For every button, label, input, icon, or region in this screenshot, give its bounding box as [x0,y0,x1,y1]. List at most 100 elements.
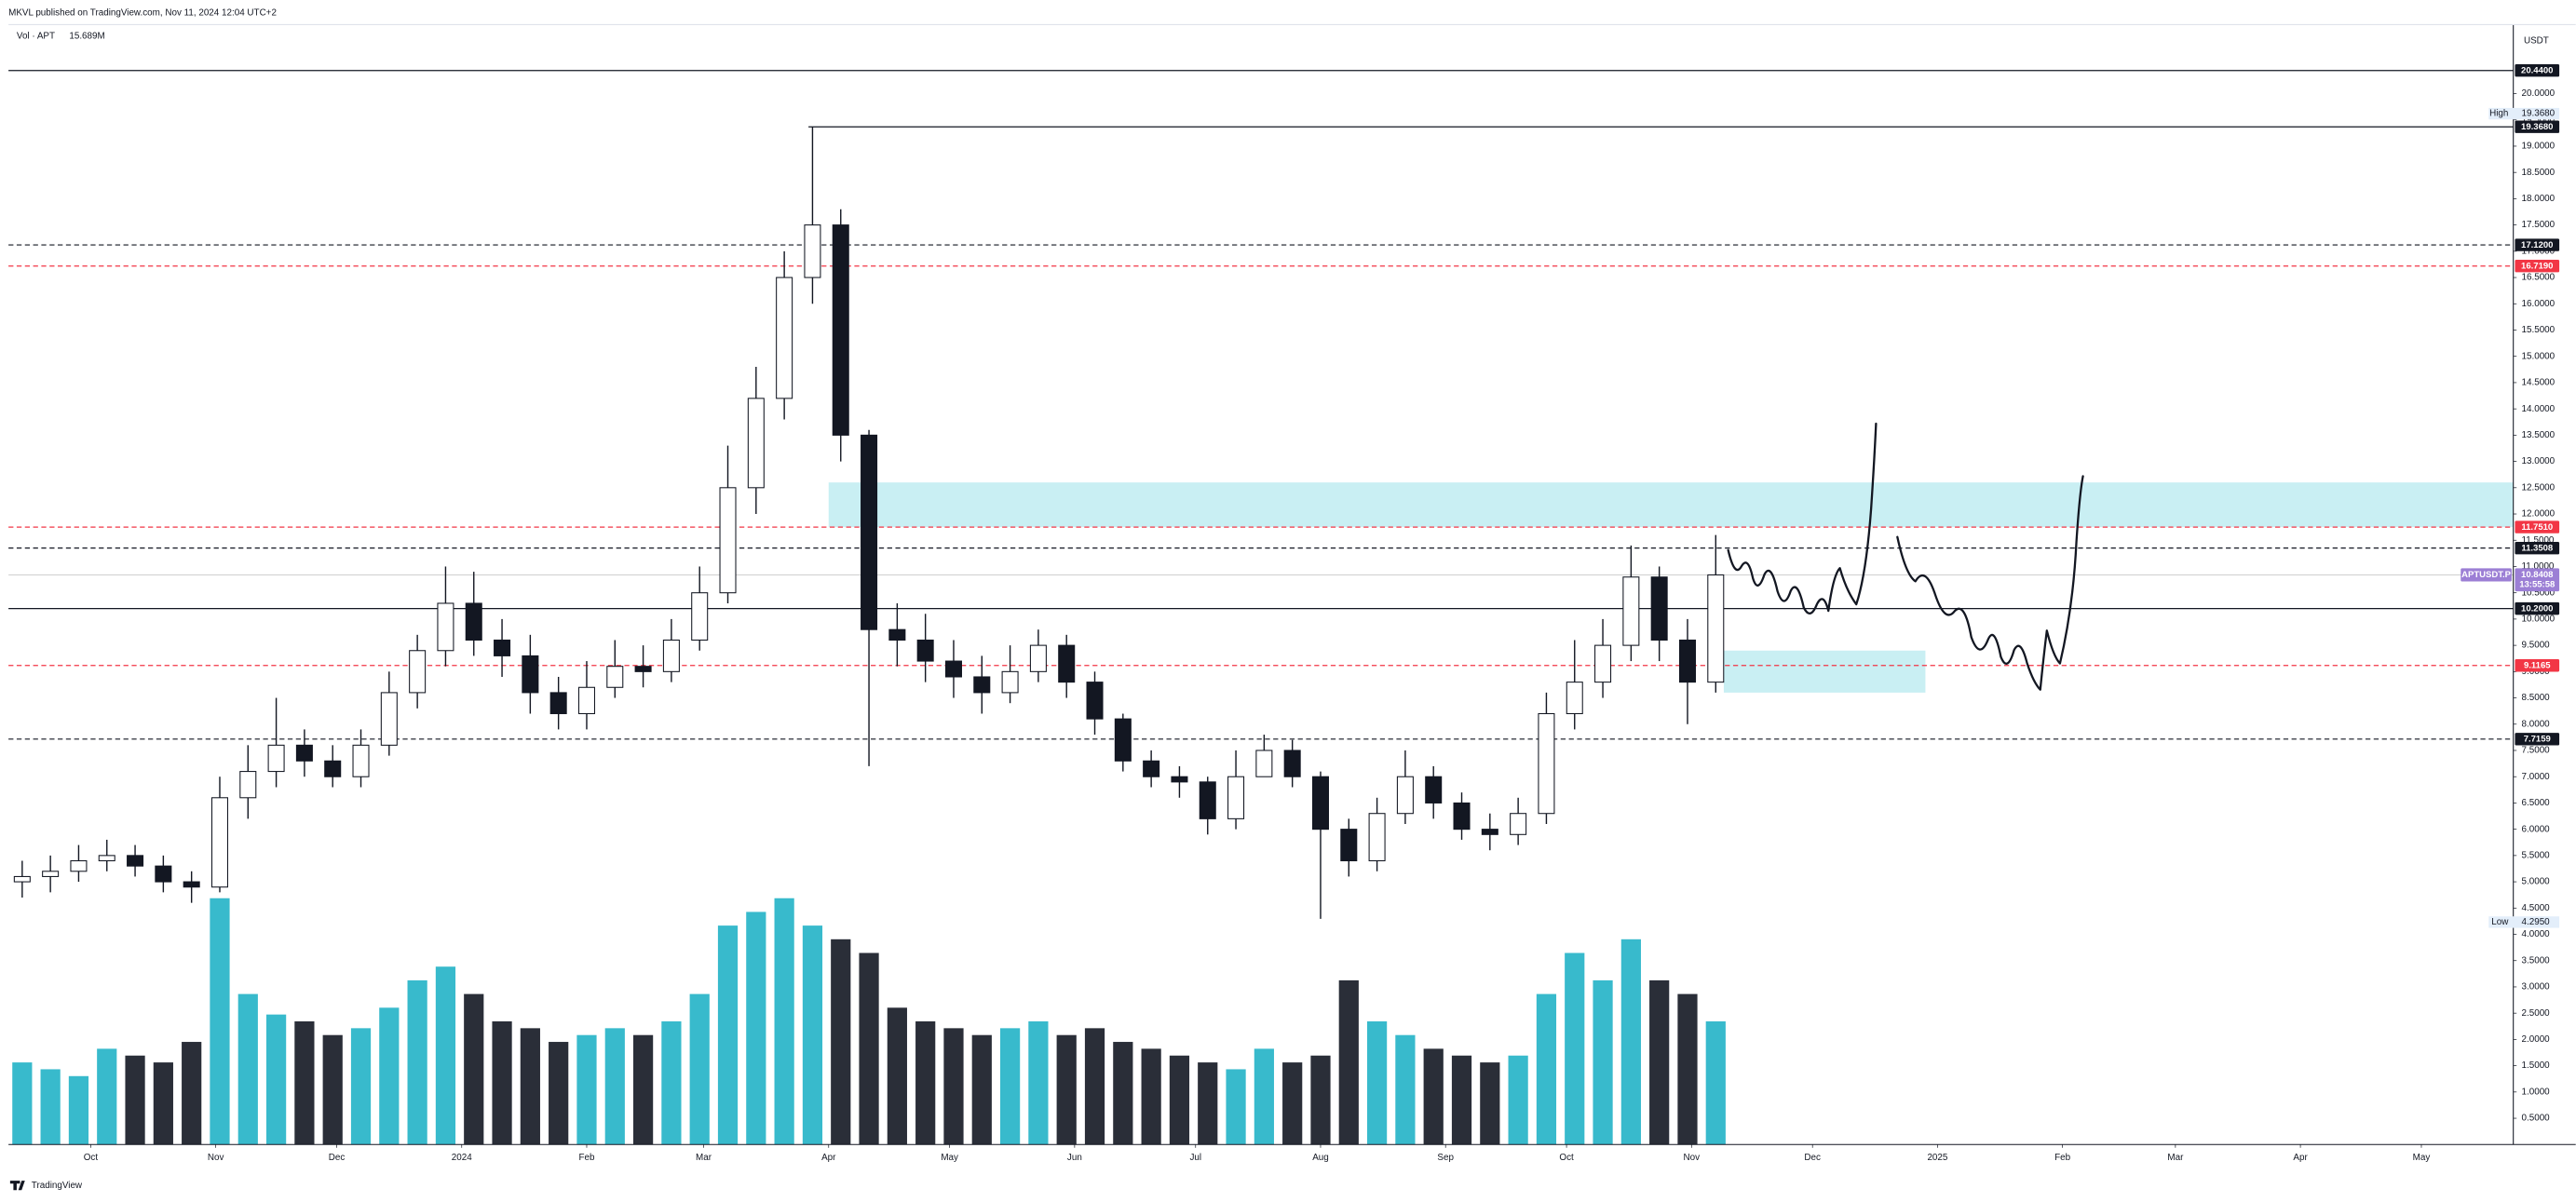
volume-bar [492,1020,512,1145]
volume-bar [1366,1020,1388,1145]
candle-body [1707,574,1725,683]
candle-body [409,650,427,694]
marker-badge [2488,107,2560,120]
volume-bar [350,1028,372,1145]
time-axis: Oct Nov Dec 2024 Feb Mar Apr May Jun Jul Aug Sep Oct… [84,1144,2430,1163]
y-tick-label: 18.0000 [2522,194,2556,204]
candle-body [1340,829,1358,862]
y-tick-label: 11.5000 [2522,535,2555,546]
x-tick-label: Apr [821,1153,836,1163]
volume-bar [1649,979,1670,1145]
x-tick-label: Oct [84,1153,99,1163]
candle-body [1171,776,1188,783]
levels [8,70,2514,740]
volume-bar [153,1062,173,1145]
volume-bar [322,1034,343,1145]
candle-body [13,875,31,883]
y-tick-label: 5.0000 [2522,877,2551,887]
volume-bar [1282,1062,1303,1145]
volume-bar [12,1062,33,1145]
y-tick-label: 17.5000 [2522,220,2556,230]
countdown-label: 13:55:58 [2519,580,2555,590]
candle-body [944,660,962,678]
candle-body [1311,776,1329,831]
volume-bar [125,1055,145,1145]
level-label: 11.3508 [2521,544,2553,554]
x-tick-label: 2025 [1927,1153,1947,1163]
level-badge [2515,659,2560,672]
level-badge [2515,63,2560,77]
volume-bar [1536,993,1557,1145]
candle-body [888,628,906,642]
volume-bar [1423,1048,1444,1145]
marker-value: 4.2950 [2522,917,2551,927]
candle-body [662,639,680,672]
y-tick-label: 14.5000 [2522,378,2556,388]
volume-bar [831,939,851,1145]
volume-bar [717,925,739,1145]
y-tick-label: 2.5000 [2522,1008,2551,1019]
volume-bar [1169,1055,1190,1145]
candle-body [1538,712,1555,815]
y-tick-label: 12.0000 [2522,509,2556,520]
x-tick-label: Nov [1684,1153,1701,1163]
volume-bar [943,1028,964,1145]
volume-pane [12,898,1726,1145]
candle-body [98,855,115,862]
candle-body [747,398,765,489]
marker-badge [2488,916,2560,928]
candle-body [1001,670,1019,694]
marker-name: Low [2491,917,2509,927]
last-price-badge [2515,568,2560,592]
candle-body [1255,750,1273,777]
level-badge [2515,520,2560,533]
volume-bar [435,966,456,1145]
level-label: 17.1200 [2521,240,2553,250]
candle-body [1622,576,1640,646]
volume-bar [1198,1062,1218,1145]
volume-bar [294,1020,315,1145]
projection-path [1727,422,1878,615]
candle-body [1481,829,1498,835]
volume-bar [520,1028,540,1145]
volume-bar [1677,993,1698,1145]
volume-bar [1226,1069,1246,1145]
y-tick-label: 19.0000 [2522,142,2556,152]
candle-body [380,692,398,746]
volume-bar [1395,1034,1416,1145]
candle-body [1029,644,1047,672]
volume-bar [1310,1055,1331,1145]
x-tick-label: Apr [2293,1153,2308,1163]
x-tick-label: Oct [1559,1153,1574,1163]
candle-body [494,639,511,656]
y-tick-label: 0.5000 [2522,1114,2551,1124]
candle-body [42,871,60,877]
x-tick-label: Feb [578,1153,595,1163]
y-tick-label: 18.5000 [2522,168,2556,178]
zones [828,482,2514,693]
x-tick-label: Aug [1312,1153,1329,1163]
price-axis: 0.5000 1.0000 1.5000 2.0000 2.5000 3.0000 3.50… [2513,88,2556,1124]
volume-bar [1620,939,1641,1145]
candles [13,127,1725,919]
level-label: 20.4400 [2521,66,2553,76]
candle-body [1368,813,1386,862]
brand-icon [9,1181,25,1191]
y-tick-label: 1.5000 [2522,1060,2551,1071]
y-tick-label: 5.5000 [2522,850,2551,860]
level-badge [2515,733,2560,746]
brand-logo: TradingView [9,1181,83,1191]
volume-bar [1254,1048,1274,1145]
x-tick-label: Sep [1437,1153,1454,1163]
candle-body [70,859,88,872]
volume-bar [774,898,794,1145]
candle-body [1058,644,1076,683]
volume-bar [632,1034,654,1145]
y-tick-label: 8.5000 [2522,693,2551,703]
level-badge [2515,120,2560,133]
volume-bar [1113,1042,1133,1145]
level-label: 16.7190 [2521,262,2553,272]
volume-bar [971,1034,992,1145]
